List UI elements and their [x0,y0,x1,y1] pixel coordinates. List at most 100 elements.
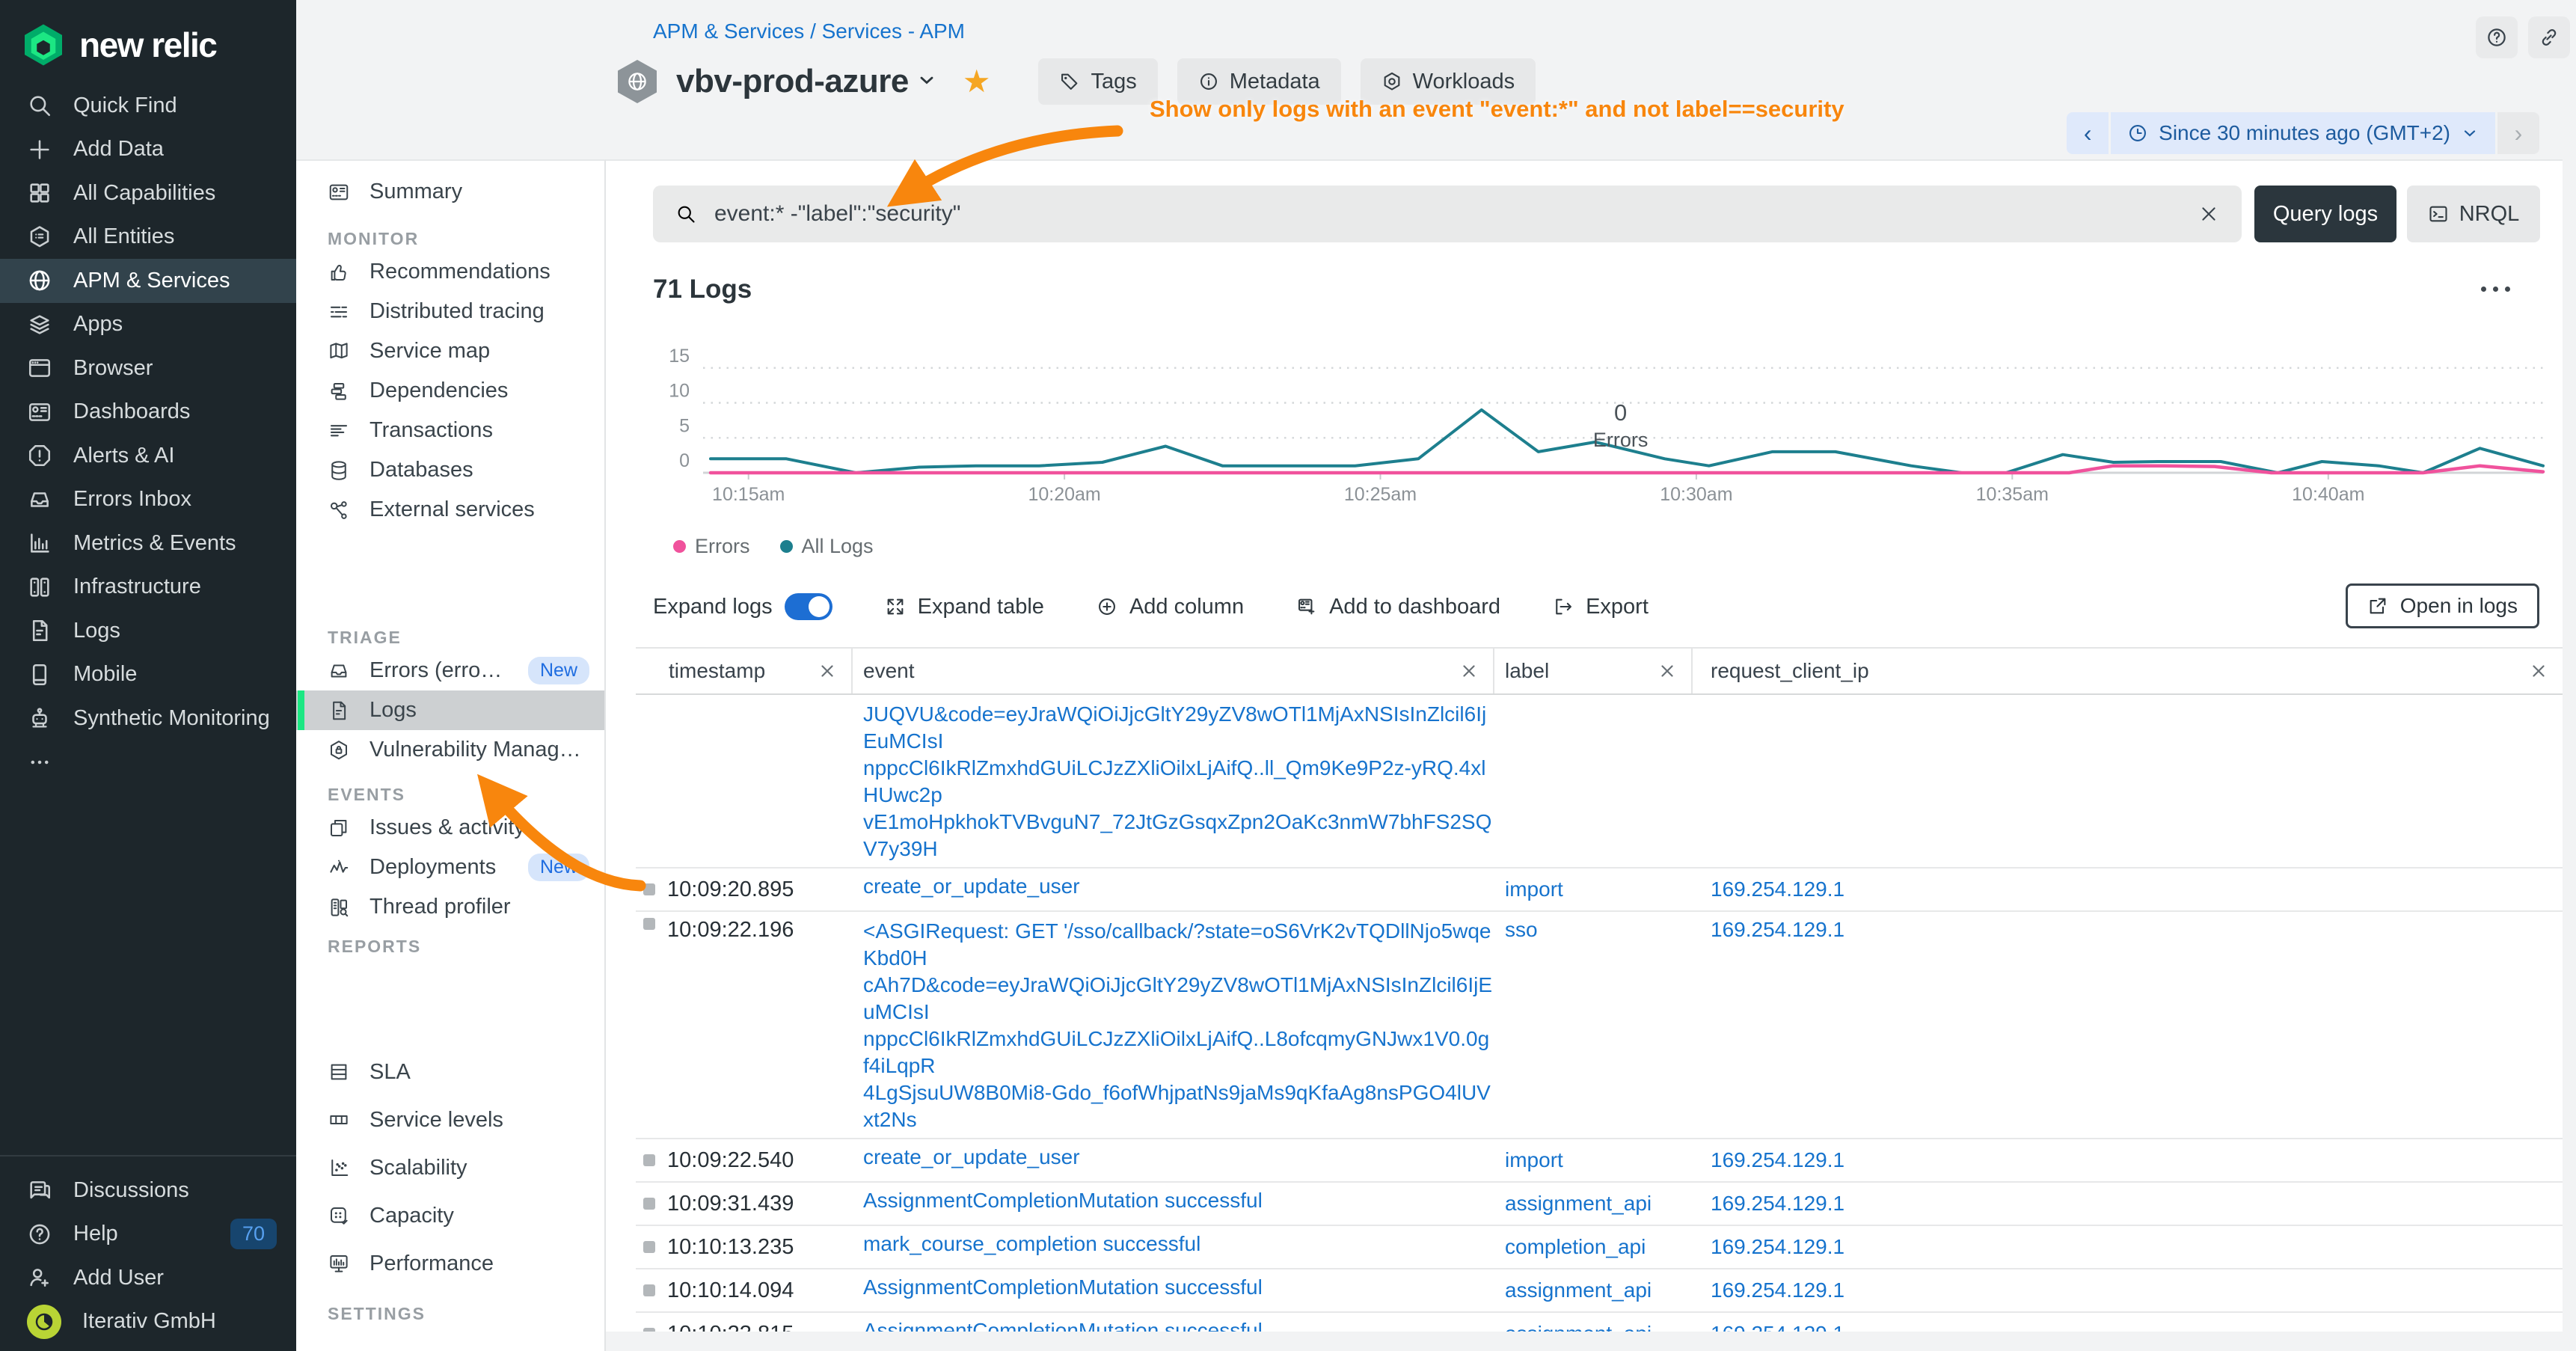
subnav-item-issues-activity[interactable]: Issues & activity [296,808,604,848]
subnav-item-errors-errors-inb[interactable]: Errors (errors inb... New [296,651,604,690]
subnav-item-capacity[interactable]: Capacity [296,1192,604,1240]
sidebar-item-quick-find[interactable]: Quick Find [0,84,296,128]
remove-column-button[interactable] [2530,662,2548,680]
ip-link[interactable]: 169.254.129.1 [1711,1278,1845,1302]
sidebar-item-discussions[interactable]: Discussions [0,1168,296,1213]
subnav-item-dependencies[interactable]: Dependencies [296,371,604,411]
event-link[interactable]: vE1moHpkhokTVBvguN7_72JtGzGsqxZpn2OaKc3n… [863,810,1492,860]
toggle-on-icon[interactable] [784,593,832,620]
page-title[interactable]: vbv-prod-azure [676,63,909,99]
subnav-item-distributed-tracing[interactable]: Distributed tracing [296,292,604,331]
remove-column-button[interactable] [818,662,836,680]
subnav-item-vulnerability-management[interactable]: Vulnerability Management [296,730,604,770]
search-input[interactable]: event:* -"label":"security" [653,186,2242,242]
help-button[interactable] [2476,16,2518,58]
event-link[interactable]: mark_course_completion successful [863,1232,1201,1255]
subnav-item-thread-profiler[interactable]: Thread profiler [296,887,604,927]
remove-column-button[interactable] [1658,662,1676,680]
add-column-button[interactable]: Add column [1097,595,1244,619]
event-link[interactable]: 4LgSjsuUW8B0Mi8-Gdo_f6ofWhjpatNs9jaMs9qK… [863,1081,1491,1131]
sidebar-item-mobile[interactable]: Mobile [0,653,296,697]
breadcrumb-link-apm[interactable]: APM & Services [653,19,805,43]
subnav-item-scalability[interactable]: Scalability [296,1144,604,1192]
sidebar-item-metrics-events[interactable]: Metrics & Events [0,521,296,566]
subnav-item-service-map[interactable]: Service map [296,331,604,371]
logo[interactable]: new relic [0,0,296,67]
label-link[interactable]: import [1505,877,1563,901]
ip-link[interactable]: 169.254.129.1 [1711,1148,1845,1171]
sidebar-item-dashboards[interactable]: Dashboards [0,390,296,435]
subnav-item-databases[interactable]: Databases [296,450,604,490]
subnav-item-transactions[interactable]: Transactions [296,411,604,450]
subnav-item-deployments[interactable]: Deployments New [296,848,604,887]
sidebar-item-apps[interactable]: Apps [0,303,296,347]
favorite-star-icon[interactable]: ★ [962,64,991,99]
subnav-item-performance[interactable]: Performance [296,1240,604,1287]
subnav-item-summary[interactable]: Summary [296,172,604,212]
query-logs-button[interactable]: Query logs [2254,186,2396,242]
sidebar-item-add-user[interactable]: Add User [0,1256,296,1300]
ip-link[interactable]: 169.254.129.1 [1711,1235,1845,1258]
time-picker[interactable]: ‹ Since 30 minutes ago (GMT+2) › [2067,112,2539,154]
sidebar-item-all-capabilities[interactable]: All Capabilities [0,171,296,215]
label-link[interactable]: import [1505,1148,1563,1171]
nrql-button[interactable]: NRQL [2407,186,2540,242]
event-link[interactable]: JUQVU&code=eyJraWQiOiJjcGltY29yZV8wOTl1M… [863,702,1487,753]
label-link[interactable]: sso [1505,918,1538,941]
event-link[interactable]: cAh7D&code=eyJraWQiOiJjcGltY29yZV8wOTl1M… [863,973,1493,1023]
table-row[interactable]: JUQVU&code=eyJraWQiOiJjcGltY29yZV8wOTl1M… [636,695,2563,868]
sidebar-item-all-entities[interactable]: All Entities [0,215,296,260]
breadcrumb-link-services[interactable]: Services - APM [821,19,966,43]
more-options-icon[interactable] [2481,287,2510,292]
event-link[interactable]: create_or_update_user [863,1145,1080,1168]
label-link[interactable]: completion_api [1505,1235,1646,1258]
ip-link[interactable]: 169.254.129.1 [1711,918,1845,941]
expand-logs-toggle[interactable]: Expand logs [653,593,832,620]
subnav-item-service-levels[interactable]: Service levels [296,1096,604,1144]
table-row[interactable]: 10:09:22.196 <ASGIRequest: GET '/sso/call… [636,912,2563,1139]
table-row[interactable]: 10:10:13.235 mark_course_completion succe… [636,1226,2563,1269]
sidebar-item-more[interactable] [0,741,296,785]
sidebar-item-add-data[interactable]: Add Data [0,128,296,172]
sidebar-item-errors-inbox[interactable]: Errors Inbox [0,478,296,522]
sidebar-item-infrastructure[interactable]: Infrastructure [0,566,296,610]
subnav-item-logs[interactable]: Logs [296,690,604,730]
event-link[interactable]: AssignmentCompletionMutation successful [863,1189,1263,1212]
time-back-button[interactable]: ‹ [2067,112,2109,154]
event-link[interactable]: <ASGIRequest: GET '/sso/callback/?state=… [863,919,1491,969]
event-link[interactable]: nppcCl6IkRlZmxhdGUiLCJzZXliOilxLjAifQ..L… [863,1027,1490,1077]
add-to-dashboard-button[interactable]: Add to dashboard [1296,595,1500,619]
label-link[interactable]: assignment_api [1505,1278,1652,1302]
time-forward-button[interactable]: › [2497,112,2539,154]
export-button[interactable]: Export [1553,595,1649,619]
ip-link[interactable]: 169.254.129.1 [1711,1192,1845,1215]
open-in-logs-button[interactable]: Open in logs [2345,583,2539,628]
metadata-button[interactable]: Metadata [1177,58,1341,105]
event-link[interactable]: AssignmentCompletionMutation successful [863,1275,1263,1299]
sidebar-item-apm-services[interactable]: APM & Services [0,259,296,303]
subnav-item-recommendations[interactable]: Recommendations [296,252,604,292]
subnav-item-external-services[interactable]: External services [296,490,604,530]
legend-item-all-logs[interactable]: All Logs [779,535,874,558]
table-row[interactable]: 10:10:14.094 AssignmentCompletionMutation… [636,1269,2563,1313]
sidebar-item-iterativ-gmbh[interactable]: Iterativ GmbH [0,1300,296,1344]
table-row[interactable]: 10:09:20.895 create_or_update_user import 1… [636,868,2563,912]
sidebar-item-help[interactable]: Help 70 [0,1213,296,1257]
sidebar-item-alerts-ai[interactable]: Alerts & AI [0,434,296,478]
expand-table-button[interactable]: Expand table [885,595,1044,619]
event-link[interactable]: nppcCl6IkRlZmxhdGUiLCJzZXliOilxLjAifQ..l… [863,756,1486,806]
sidebar-item-browser[interactable]: Browser [0,346,296,390]
sidebar-item-logs[interactable]: Logs [0,609,296,653]
permalink-button[interactable] [2528,16,2570,58]
clear-search-icon[interactable] [2198,203,2219,224]
label-link[interactable]: assignment_api [1505,1192,1652,1215]
legend-item-errors[interactable]: Errors [673,535,750,558]
title-chevron-down-icon[interactable] [916,70,937,94]
remove-column-button[interactable] [1460,662,1478,680]
table-row[interactable]: 10:09:31.439 AssignmentCompletionMutation… [636,1183,2563,1226]
workloads-button[interactable]: Workloads [1360,58,1536,105]
event-link[interactable]: create_or_update_user [863,874,1080,898]
subnav-item-sla[interactable]: SLA [296,1048,604,1096]
sidebar-item-synthetic-monitoring[interactable]: Synthetic Monitoring [0,696,296,741]
table-row[interactable]: 10:09:22.540 create_or_update_user import 1… [636,1139,2563,1183]
